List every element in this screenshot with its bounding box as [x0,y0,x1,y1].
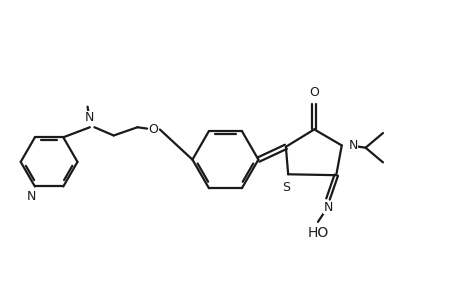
Text: O: O [148,123,158,136]
Text: N: N [323,201,332,214]
Text: S: S [282,181,290,194]
Text: N: N [348,139,357,152]
Text: O: O [308,86,319,99]
Text: N: N [85,111,95,124]
Text: HO: HO [307,226,328,241]
Text: N: N [27,190,36,203]
